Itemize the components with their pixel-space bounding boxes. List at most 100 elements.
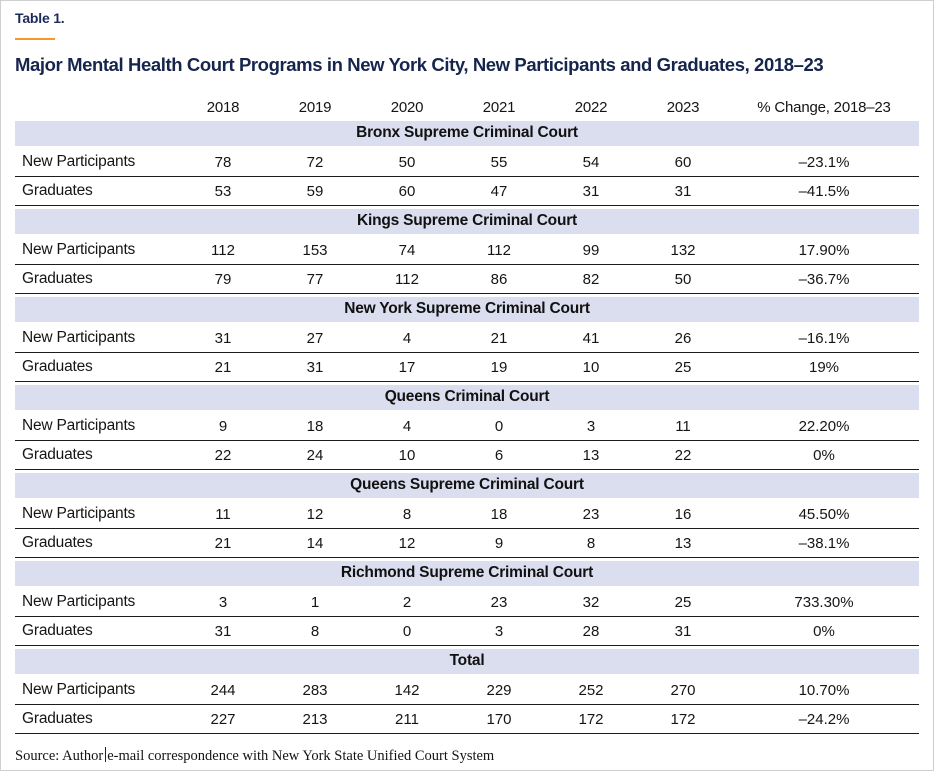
data-cell: 60 [398,182,416,200]
data-cell: 153 [302,241,328,259]
table-row-new-participants: New Participants 11 12 8 18 23 16 45.50% [15,500,919,529]
row-label: New Participants [22,153,136,170]
data-cell: 50 [674,270,692,288]
column-header-2021: 2021 [482,98,516,116]
data-cell: 252 [578,681,604,699]
data-cell: 13 [582,446,600,464]
data-cell: 3 [218,593,228,611]
data-cell: 10 [582,358,600,376]
data-cell: 170 [486,710,512,728]
table-row-graduates: Graduates 227 213 211 170 172 172 –24.2% [15,705,919,734]
table-row-graduates: Graduates 21 31 17 19 10 25 19% [15,353,919,382]
row-label: Graduates [22,446,93,463]
data-cell: 19% [808,358,840,376]
data-cell: 0% [813,446,835,464]
table-row-graduates: Graduates 22 24 10 6 13 22 0% [15,441,919,470]
section-header: Kings Supreme Criminal Court [15,208,919,234]
section-header: Richmond Supreme Criminal Court [15,560,919,586]
section-header: Queens Criminal Court [15,384,919,410]
data-cell: 4 [402,417,412,435]
data-cell: –23.1% [798,153,850,171]
data-cell: 8 [586,534,596,552]
data-cell: 227 [210,710,236,728]
data-cell: 14 [306,534,324,552]
data-cell: 12 [306,505,324,523]
data-cell: 283 [302,681,328,699]
table-row-graduates: Graduates 53 59 60 47 31 31 –41.5% [15,177,919,206]
text-cursor [105,747,107,762]
section-header: New York Supreme Criminal Court [15,296,919,322]
data-cell: 47 [490,182,508,200]
section-title: New York Supreme Criminal Court [344,300,590,317]
column-header-2020: 2020 [390,98,424,116]
data-cell: 10.70% [798,681,850,699]
data-cell: 17 [398,358,416,376]
data-cell: 733.30% [794,593,854,611]
data-cell: 9 [218,417,228,435]
data-cell: 244 [210,681,236,699]
data-cell: 31 [582,182,600,200]
data-cell: 17.90% [798,241,850,259]
accent-rule [15,38,55,40]
court-section: Total New Participants 244 283 142 229 2… [15,648,919,734]
data-cell: 25 [674,358,692,376]
data-cell: 78 [214,153,232,171]
data-cell: 32 [582,593,600,611]
column-header-2022: 2022 [574,98,608,116]
data-cell: 229 [486,681,512,699]
data-cell: 86 [490,270,508,288]
data-cell: 270 [670,681,696,699]
data-cell: 28 [582,622,600,640]
data-cell: 50 [398,153,416,171]
column-header-2019: 2019 [298,98,332,116]
data-cell: 21 [214,534,232,552]
data-cell: 55 [490,153,508,171]
data-cell: 8 [402,505,412,523]
data-cell: 54 [582,153,600,171]
section-header: Total [15,648,919,674]
data-cell: 1 [310,593,320,611]
data-cell: 9 [494,534,504,552]
data-cell: 8 [310,622,320,640]
data-cell: –41.5% [798,182,850,200]
source-text-prefix: Source: Author [15,748,104,764]
data-cell: 11 [675,417,691,435]
row-label: Graduates [22,358,93,375]
column-header-row: 2018 2019 2020 2021 2022 2023 % Change, … [15,96,919,118]
data-cell: 60 [674,153,692,171]
source-text-suffix: e-mail correspondence with New York Stat… [107,748,495,764]
table-row-graduates: Graduates 21 14 12 9 8 13 –38.1% [15,529,919,558]
data-cell: 3 [586,417,596,435]
data-cell: 22.20% [798,417,850,435]
data-cell: 31 [674,182,692,200]
data-cell: 18 [306,417,324,435]
section-title: Queens Criminal Court [384,388,550,405]
court-section: Kings Supreme Criminal Court New Partici… [15,208,919,294]
section-header: Queens Supreme Criminal Court [15,472,919,498]
court-section: Richmond Supreme Criminal Court New Part… [15,560,919,646]
data-cell: 21 [214,358,232,376]
data-cell: 132 [670,241,696,259]
table-row-new-participants: New Participants 78 72 50 55 54 60 –23.1… [15,148,919,177]
table-body: Bronx Supreme Criminal Court New Partici… [15,120,919,734]
data-cell: 31 [214,622,232,640]
section-title: Kings Supreme Criminal Court [356,212,578,229]
data-cell: 79 [214,270,232,288]
data-cell: 211 [395,710,419,728]
section-header: Bronx Supreme Criminal Court [15,120,919,146]
data-cell: 59 [306,182,324,200]
table-row-graduates: Graduates 79 77 112 86 82 50 –36.7% [15,265,919,294]
court-section: Queens Criminal Court New Participants 9… [15,384,919,470]
row-label: New Participants [22,241,136,258]
data-cell: 3 [494,622,504,640]
data-cell: 45.50% [798,505,850,523]
row-label: New Participants [22,329,136,346]
data-cell: 22 [674,446,692,464]
data-cell: 18 [490,505,508,523]
data-cell: 142 [394,681,420,699]
data-cell: 12 [398,534,416,552]
court-section: Bronx Supreme Criminal Court New Partici… [15,120,919,206]
court-section: New York Supreme Criminal Court New Part… [15,296,919,382]
section-title: Total [449,652,485,669]
